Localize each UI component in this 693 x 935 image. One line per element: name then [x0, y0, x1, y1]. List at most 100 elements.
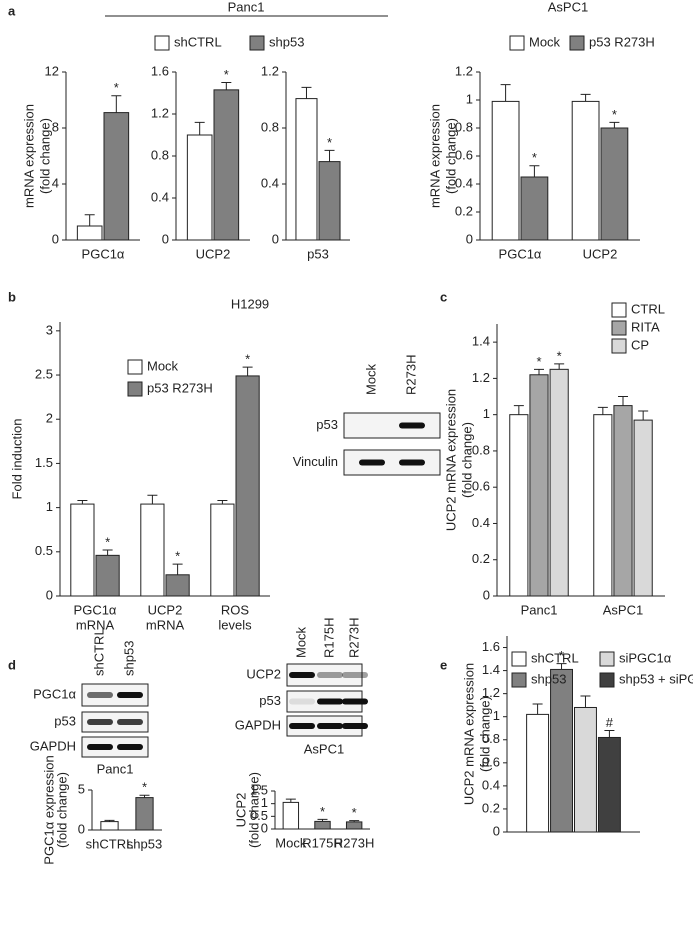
y-tick-label: 1 — [466, 91, 473, 106]
error-bar — [638, 410, 649, 421]
x-tick-label: ROS — [221, 602, 250, 617]
y-tick-label: 0.5 — [35, 543, 53, 558]
legend-label: CP — [631, 337, 649, 352]
blot-band — [342, 672, 368, 678]
x-tick-label: UCP2 — [196, 246, 231, 261]
blot-row-label: p53 — [259, 693, 281, 708]
significance-mark: * — [559, 648, 564, 663]
y-tick-label: 0.2 — [472, 551, 490, 566]
y-tick-label: 2.5 — [35, 366, 53, 381]
blot-row-label: p53 — [316, 417, 338, 432]
x-tick-label: PGC1α — [74, 602, 117, 617]
bar — [235, 375, 260, 597]
blot-row-label: UCP2 — [246, 666, 281, 681]
y-tick-label: 0.4 — [455, 175, 473, 190]
significance-mark: * — [175, 549, 180, 564]
panel-label: b — [8, 289, 16, 304]
error-bar — [104, 819, 115, 822]
legend-swatch — [154, 35, 170, 51]
bar — [135, 797, 154, 831]
legend-label: CTRL — [631, 301, 665, 316]
significance-mark: * — [352, 805, 357, 820]
error-bar — [609, 121, 620, 128]
blot-frame — [343, 412, 441, 439]
bar — [314, 820, 331, 830]
bar — [186, 134, 213, 241]
y-tick-label: 0 — [483, 587, 490, 602]
error-bar — [111, 95, 122, 113]
y-axis-label: (fold change) — [37, 118, 52, 194]
legend-swatch — [511, 651, 527, 667]
y-tick-label: 0.2 — [455, 203, 473, 218]
y-tick-label: 0 — [46, 587, 53, 602]
y-tick-label: 0 — [493, 823, 500, 838]
y-tick-label: 1.5 — [250, 782, 268, 797]
x-tick-label: R175H — [302, 835, 342, 850]
blot-band — [117, 692, 143, 698]
blot-band — [317, 672, 343, 678]
y-tick-label: 8 — [52, 119, 59, 134]
legend-label: shCTRL — [174, 34, 222, 49]
significance-mark: * — [557, 348, 562, 363]
bar — [509, 414, 529, 597]
x-tick-label: PGC1α — [82, 246, 125, 261]
lane-label: R273H — [346, 618, 361, 658]
error-bar — [534, 368, 544, 375]
significance-mark: * — [142, 780, 147, 795]
bar — [318, 161, 341, 241]
blot-band — [317, 698, 343, 705]
y-tick-label: 0 — [272, 231, 279, 246]
y-tick-label: 1.6 — [482, 639, 500, 654]
x-tick-label: Panc1 — [521, 602, 558, 617]
y-tick-label: 1.6 — [151, 63, 169, 78]
y-tick-label: 0 — [52, 231, 59, 246]
significance-mark: * — [105, 534, 110, 549]
y-tick-label: 12 — [45, 63, 59, 78]
blot-frame — [343, 449, 441, 476]
x-tick-label: UCP2 — [148, 602, 183, 617]
x-tick-label: AsPC1 — [603, 602, 643, 617]
legend-label: siPGC1α — [619, 650, 672, 665]
bar — [600, 127, 629, 241]
x-tick-label: shp53 — [127, 836, 162, 851]
legend-label: Mock — [529, 34, 561, 49]
error-bar — [324, 149, 335, 162]
legend-label: p53 R273H — [589, 34, 655, 49]
chart-title: H1299 — [231, 296, 269, 311]
y-tick-label: 5 — [78, 781, 85, 796]
chart-title: Panc1 — [228, 0, 265, 14]
legend-label: RITA — [631, 319, 660, 334]
y-tick-label: 0 — [78, 821, 85, 836]
error-bar — [147, 494, 158, 505]
x-tick-label: mRNA — [146, 617, 185, 632]
blot-frame — [81, 736, 149, 758]
x-tick-label: PGC1α — [499, 246, 542, 261]
y-tick-label: 1.2 — [472, 370, 490, 385]
error-bar — [554, 363, 565, 370]
blot-band — [289, 672, 315, 678]
x-tick-label: UCP2 — [583, 246, 618, 261]
y-tick-label: 1 — [483, 406, 490, 421]
lane-label: R273H — [403, 355, 418, 395]
bar — [345, 821, 363, 830]
legend-swatch — [611, 320, 627, 336]
x-tick-label: levels — [218, 617, 252, 632]
y-tick-label: 0.4 — [482, 777, 500, 792]
blot-row-label: PGC1α — [33, 686, 76, 701]
y-tick-label: 0.8 — [472, 442, 490, 457]
y-axis-label: mRNA expression — [21, 104, 36, 208]
error-bar — [500, 84, 511, 102]
y-tick-label: 0.8 — [261, 119, 279, 134]
significance-mark: * — [224, 67, 229, 82]
y-tick-label: 0.4 — [151, 189, 169, 204]
error-bar — [301, 86, 312, 99]
y-tick-label: 0 — [466, 231, 473, 246]
blot-band — [87, 719, 113, 725]
y-tick-label: 1.2 — [455, 63, 473, 78]
bar — [597, 736, 621, 833]
bar — [613, 405, 633, 597]
blot-caption: Panc1 — [97, 761, 134, 776]
bar — [571, 100, 600, 241]
legend-label: shp53 + siPGC1α — [619, 671, 693, 686]
